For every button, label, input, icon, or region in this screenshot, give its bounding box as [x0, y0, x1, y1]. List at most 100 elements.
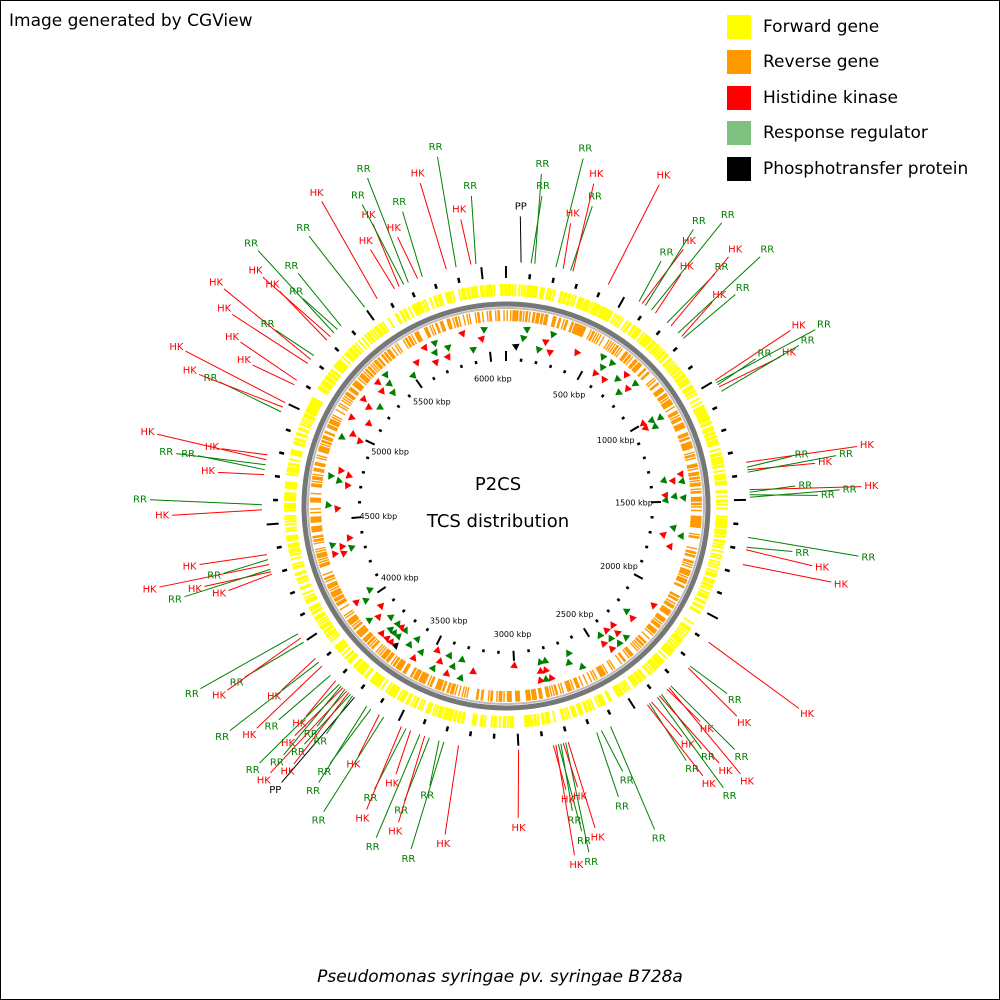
- reverse-gene-mark: [447, 318, 452, 330]
- forward-gene-mark: [666, 362, 677, 372]
- outer-tick-mark: [288, 403, 300, 411]
- forward-gene-mark: [590, 302, 598, 315]
- forward-gene-mark: [642, 664, 652, 675]
- reverse-gene-mark: [477, 311, 481, 323]
- callout-line: [557, 744, 583, 832]
- outer-tick-mark: [551, 277, 555, 284]
- response-regulator-mark: [430, 339, 438, 348]
- reverse-gene-mark: [606, 660, 614, 671]
- callout-label: RR: [289, 287, 303, 298]
- forward-gene-mark: [378, 323, 387, 335]
- callout-label: HK: [140, 427, 155, 438]
- reverse-gene-mark: [645, 377, 655, 386]
- tick-label: 4500 kbp: [360, 512, 398, 521]
- forward-gene-mark: [436, 705, 443, 718]
- callout-line: [318, 706, 368, 783]
- forward-gene-mark: [595, 694, 603, 707]
- forward-gene-mark: [288, 548, 301, 553]
- reverse-gene-mark: [463, 686, 468, 698]
- callout-label: RR: [357, 164, 371, 175]
- forward-gene-mark: [294, 436, 307, 443]
- tick-label: 1500 kbp: [615, 499, 653, 508]
- forward-gene-mark: [545, 711, 550, 725]
- callout-label: RR: [291, 747, 305, 758]
- forward-gene-mark: [480, 285, 485, 298]
- forward-gene-mark: [371, 328, 381, 340]
- response-regulator-mark: [408, 371, 417, 379]
- callout-label: RR: [265, 722, 279, 733]
- forward-gene-mark: [379, 322, 388, 334]
- callout-label: HK: [815, 563, 830, 574]
- callout-label: RR: [843, 484, 857, 495]
- forward-gene-mark: [364, 668, 375, 679]
- reverse-gene-mark: [669, 591, 680, 599]
- callout-label: RR: [652, 834, 666, 845]
- forward-gene-mark: [654, 652, 665, 663]
- callout-label: HK: [728, 244, 743, 255]
- backbone-ring: [301, 301, 711, 711]
- tick-label: 4000 kbp: [381, 573, 419, 582]
- reverse-gene-mark: [365, 368, 375, 377]
- forward-gene-mark: [645, 339, 655, 351]
- reverse-gene-mark: [342, 397, 353, 405]
- reverse-gene-mark: [349, 386, 360, 395]
- histidine-kinase-mark: [443, 352, 451, 361]
- forward-gene-mark: [302, 588, 314, 596]
- forward-gene-mark: [576, 296, 583, 309]
- histidine-kinase-mark: [610, 621, 618, 630]
- reverse-gene-mark: [586, 329, 593, 340]
- reverse-gene-mark: [310, 492, 322, 495]
- response-regulator-mark: [469, 346, 478, 354]
- reverse-gene-mark: [314, 462, 326, 467]
- forward-gene-mark: [436, 294, 443, 307]
- forward-gene-mark: [694, 596, 707, 604]
- reverse-gene-mark: [410, 667, 418, 678]
- callout-label: RR: [568, 816, 582, 827]
- reverse-gene-mark: [396, 342, 404, 353]
- reverse-gene-mark: [688, 471, 700, 475]
- reverse-gene-mark: [408, 335, 416, 346]
- reverse-gene-mark: [404, 337, 412, 348]
- response-regulator-mark: [520, 334, 528, 343]
- forward-gene-mark: [309, 604, 322, 612]
- forward-gene-mark: [432, 295, 439, 308]
- reverse-gene-mark: [332, 413, 343, 421]
- callout-line: [172, 509, 263, 516]
- callout-line: [749, 489, 840, 498]
- forward-gene-mark: [563, 707, 569, 720]
- reverse-gene-mark: [647, 624, 657, 633]
- forward-gene-mark: [710, 455, 723, 461]
- forward-gene-mark: [571, 704, 578, 717]
- histidine-kinase-mark: [345, 471, 354, 479]
- tick-mark: [629, 425, 640, 433]
- response-regulator-mark: [614, 374, 622, 382]
- reverse-gene-mark: [577, 325, 584, 337]
- reverse-gene-mark: [311, 484, 323, 487]
- tick-mark: [391, 597, 396, 602]
- forward-gene-mark: [708, 447, 721, 453]
- forward-gene-mark: [389, 684, 398, 697]
- forward-gene-mark: [583, 299, 590, 312]
- forward-gene-mark: [661, 645, 672, 656]
- forward-gene-mark: [599, 693, 607, 705]
- callout-line: [714, 330, 791, 381]
- forward-gene-mark: [341, 355, 352, 366]
- forward-gene-mark: [654, 653, 664, 664]
- forward-gene-mark: [461, 288, 467, 301]
- reverse-gene-mark: [682, 446, 694, 452]
- tick-mark: [401, 608, 406, 613]
- reverse-gene-mark: [413, 332, 421, 343]
- reverse-gene-mark: [572, 678, 579, 689]
- histidine-kinase-mark: [659, 531, 667, 540]
- forward-gene-mark: [483, 714, 487, 728]
- forward-gene-mark: [290, 452, 303, 458]
- reverse-gene-mark: [538, 687, 543, 699]
- reverse-gene-mark: [559, 682, 565, 694]
- reverse-gene-mark: [370, 639, 380, 649]
- reverse-gene-mark: [573, 323, 579, 335]
- reverse-gene-mark: [387, 349, 396, 359]
- reverse-gene-mark: [603, 339, 611, 350]
- callout-line: [436, 156, 457, 268]
- callout-label: HK: [864, 481, 879, 492]
- tick-mark: [435, 635, 443, 646]
